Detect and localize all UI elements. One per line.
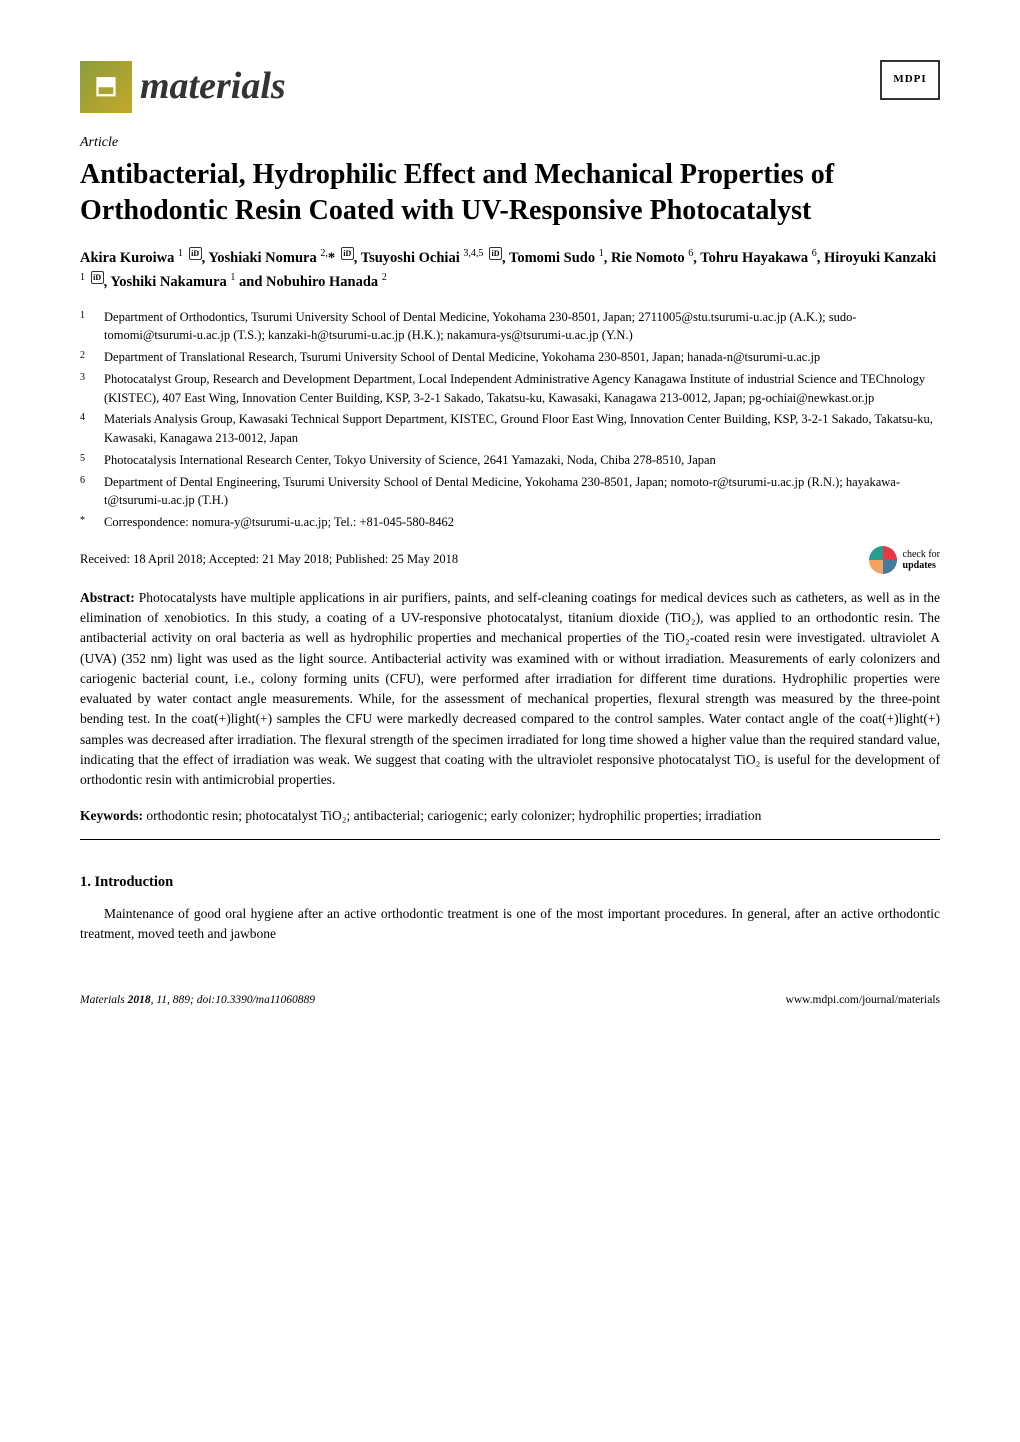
header-row: ⬒ materials MDPI (80, 60, 940, 113)
updates-text: check for updates (903, 549, 940, 571)
dates-row: Received: 18 April 2018; Accepted: 21 Ma… (80, 546, 940, 574)
affiliation-item: 6Department of Dental Engineering, Tsuru… (80, 473, 940, 511)
correspondence-item: *Correspondence: nomura-y@tsurumi-u.ac.j… (80, 513, 940, 532)
check-updates-badge[interactable]: check for updates (869, 546, 940, 574)
affiliation-list: 1Department of Orthodontics, Tsurumi Uni… (80, 308, 940, 532)
author-list: Akira Kuroiwa 1 iD, Yoshiaki Nomura 2,* … (80, 246, 940, 294)
abstract-text: Photocatalysts have multiple application… (80, 590, 940, 787)
publisher-logo: MDPI (880, 60, 940, 100)
journal-logo-block: ⬒ materials (80, 60, 286, 113)
keywords-text: orthodontic resin; photocatalyst TiO₂; a… (143, 808, 761, 823)
footer-right: www.mdpi.com/journal/materials (786, 992, 940, 1008)
affiliation-item: 1Department of Orthodontics, Tsurumi Uni… (80, 308, 940, 346)
updates-circle-icon (869, 546, 897, 574)
abstract-paragraph: Abstract: Photocatalysts have multiple a… (80, 588, 940, 791)
section-divider (80, 839, 940, 840)
page-footer: Materials 2018, 11, 889; doi:10.3390/ma1… (80, 992, 940, 1008)
affiliation-item: 2Department of Translational Research, T… (80, 348, 940, 367)
journal-name: materials (140, 60, 286, 113)
journal-logo-icon: ⬒ (80, 61, 132, 113)
publication-dates: Received: 18 April 2018; Accepted: 21 Ma… (80, 551, 458, 569)
body-paragraph: Maintenance of good oral hygiene after a… (80, 904, 940, 945)
footer-left: Materials 2018, 11, 889; doi:10.3390/ma1… (80, 992, 315, 1008)
affiliation-item: 4Materials Analysis Group, Kawasaki Tech… (80, 410, 940, 448)
affiliation-item: 5Photocatalysis International Research C… (80, 451, 940, 470)
abstract-label: Abstract: (80, 590, 135, 605)
affiliation-item: 3Photocatalyst Group, Research and Devel… (80, 370, 940, 408)
keywords-paragraph: Keywords: orthodontic resin; photocataly… (80, 806, 940, 826)
section-heading: 1. Introduction (80, 872, 940, 892)
keywords-label: Keywords: (80, 808, 143, 823)
article-title: Antibacterial, Hydrophilic Effect and Me… (80, 157, 940, 230)
article-type-label: Article (80, 133, 940, 153)
